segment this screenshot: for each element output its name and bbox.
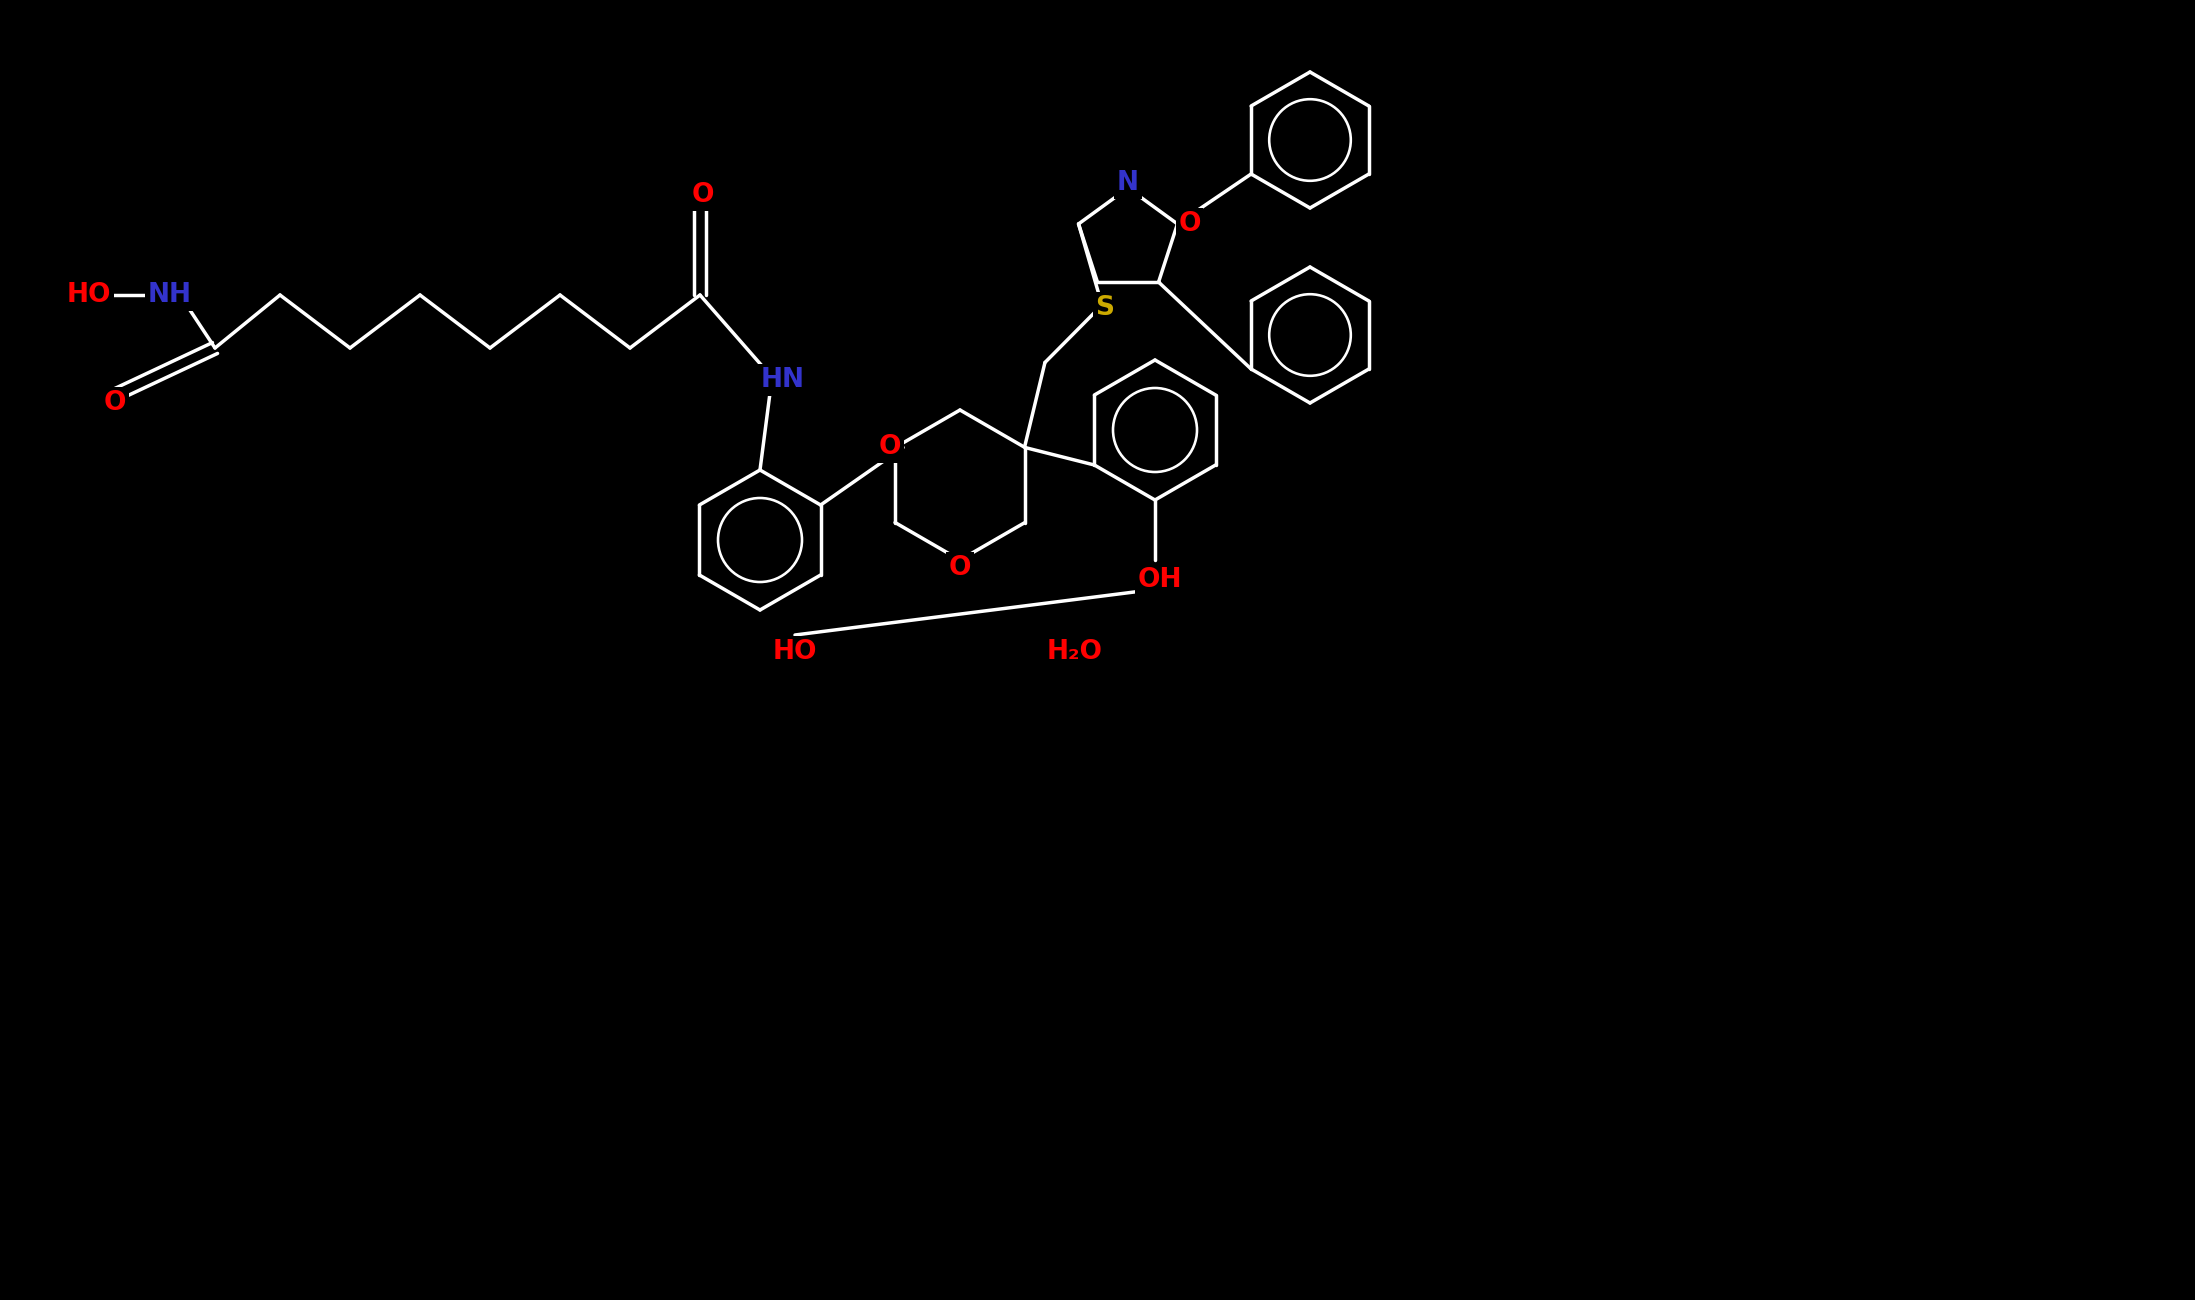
Text: OH: OH xyxy=(1137,567,1183,593)
Text: HN: HN xyxy=(762,367,806,393)
Text: NH: NH xyxy=(147,282,191,308)
Text: O: O xyxy=(948,555,970,581)
Text: N: N xyxy=(1117,170,1139,196)
Text: O: O xyxy=(103,390,127,416)
Text: O: O xyxy=(1179,211,1201,237)
Text: O: O xyxy=(878,434,902,460)
Text: H₂O: H₂O xyxy=(1047,640,1104,666)
Text: S: S xyxy=(1095,295,1115,321)
Text: O: O xyxy=(691,182,713,208)
Text: HO: HO xyxy=(773,640,817,666)
Text: HO: HO xyxy=(66,282,112,308)
